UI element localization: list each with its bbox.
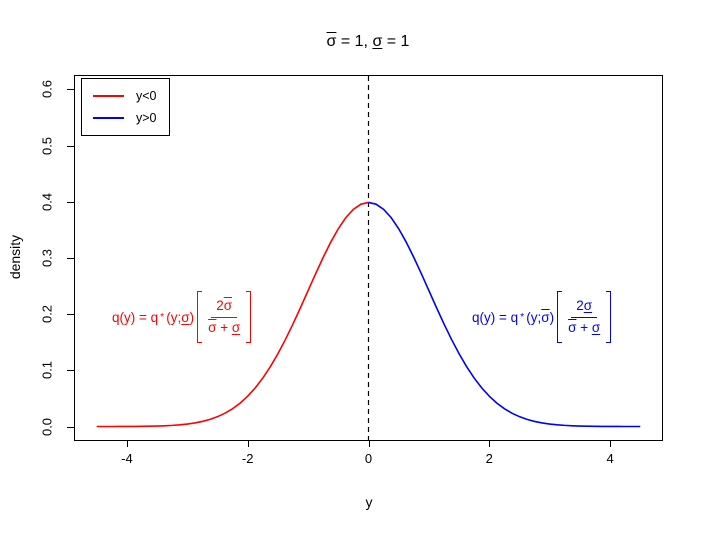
x-tick-label: 4 (606, 451, 614, 466)
left-bracket (197, 291, 203, 343)
annotation-right-formula: q(y) = q * (y; σ) 2σ σ + σ (472, 291, 612, 343)
title-mid-text: = 1, (336, 33, 373, 50)
numerator-sigma: σ (223, 297, 233, 313)
y-tick-label: 0.3 (39, 248, 55, 268)
annotation-left-lhs: q(y) = q (112, 309, 159, 325)
annotation-left-arg-sigma: σ (181, 309, 190, 325)
denominator-sigma-under: σ (591, 319, 601, 335)
x-tick-label: 0 (364, 451, 373, 466)
left-bracket (557, 291, 563, 343)
numerator-sigma: σ (583, 297, 593, 313)
y-tick-label: 0.1 (39, 361, 55, 380)
numerator-coef: 2 (216, 297, 224, 313)
plot-area: y<0 y>0 (74, 75, 663, 441)
y-tick-label: 0.0 (39, 417, 55, 436)
x-tick-label: 2 (485, 451, 493, 466)
legend-item-y-lt-0: y<0 (93, 88, 169, 103)
density-curve-svg (96, 76, 641, 440)
legend-label-y-gt-0: y>0 (136, 110, 157, 125)
title-sigma-under: σ (372, 33, 383, 50)
y-tick (67, 258, 74, 259)
y-tick (67, 145, 74, 147)
x-tick (368, 441, 370, 447)
density-curve-positive (368, 201, 641, 428)
x-axis-title: y (365, 494, 373, 510)
numerator-coef: 2 (576, 297, 584, 313)
denominator-plus: + (216, 319, 232, 335)
annotation-left-arg-open: (y; (166, 309, 182, 325)
fraction-denominator: σ + σ (203, 318, 245, 337)
fraction-numerator: 2σ (211, 297, 238, 318)
x-tick (610, 441, 612, 447)
annotation-right-arg-close: ) (549, 309, 555, 325)
annotation-left-formula: q(y) = q * (y; σ) 2σ σ + σ (112, 291, 252, 343)
annotation-left-arg-close: ) (189, 309, 195, 325)
y-tick (67, 370, 74, 372)
annotation-right-arg-open: (y; (526, 309, 542, 325)
fraction-numerator: 2σ (571, 297, 598, 318)
annotation-right-fraction: 2σ σ + σ (563, 298, 605, 337)
y-axis-title: density (7, 234, 23, 280)
legend-line-blue (93, 117, 124, 119)
x-tick (489, 441, 491, 447)
annotation-left-fraction: 2σ σ + σ (203, 298, 245, 337)
x-tick-label: -2 (241, 451, 254, 466)
x-tick (126, 441, 128, 447)
annotation-right-lhs: q(y) = q (472, 309, 519, 325)
denominator-sigma-bar: σ (568, 319, 577, 335)
y-tick-label: 0.4 (39, 192, 55, 211)
y-tick-label: 0.6 (39, 80, 55, 99)
x-tick (247, 441, 249, 447)
x-tick-label: -4 (121, 451, 133, 466)
legend-item-y-gt-0: y>0 (93, 110, 169, 125)
y-tick-label: 0.5 (39, 136, 55, 155)
y-tick-label: 0.2 (39, 305, 55, 324)
legend-line-red (93, 95, 124, 97)
legend-label-y-lt-0: y<0 (136, 88, 157, 103)
denominator-plus: + (576, 319, 592, 335)
legend-box: y<0 y>0 (81, 78, 170, 136)
right-bracket (606, 291, 612, 343)
plot-title: σ = 1, σ = 1 (32, 33, 704, 51)
fraction-denominator: σ + σ (563, 318, 605, 337)
annotation-right-star: * (520, 311, 525, 323)
title-end-text: = 1 (382, 33, 410, 50)
annotation-left-star: * (160, 311, 165, 323)
right-bracket (246, 291, 252, 343)
annotation-right-arg-sigma: σ (541, 309, 550, 325)
title-sigma-bar: σ (326, 33, 337, 50)
y-tick (67, 314, 74, 316)
y-tick (67, 426, 74, 428)
y-tick (67, 201, 74, 203)
denominator-sigma-bar: σ (208, 319, 217, 335)
y-tick (67, 89, 74, 91)
denominator-sigma-under: σ (231, 319, 241, 335)
density-curve-negative (96, 201, 369, 428)
